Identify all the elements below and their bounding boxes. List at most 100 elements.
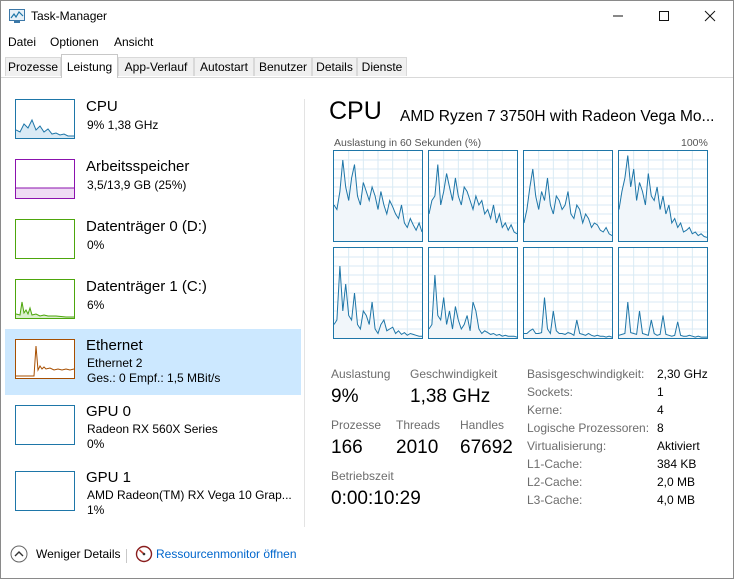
window-title: Task-Manager — [31, 9, 108, 23]
tab-benutzer[interactable]: Benutzer — [254, 57, 312, 76]
gpu0-mini-graph — [15, 405, 75, 445]
tab-app-verlauf[interactable]: App-Verlauf — [118, 57, 194, 76]
sidebar-title-ethernet: Ethernet — [86, 337, 143, 354]
fewer-details-link[interactable]: Weniger Details — [36, 547, 121, 561]
page-title: CPU — [329, 97, 382, 125]
sidebar-title-disk-0: Datenträger 0 (D:) — [86, 218, 207, 235]
detail-label-base-speed: Basisgeschwindigkeit: — [527, 367, 645, 381]
sidebar-ethernet-adapter: Ethernet 2 — [87, 356, 143, 370]
handles-value: 67692 — [460, 437, 513, 458]
title-bar: Task-Manager — [1, 1, 733, 31]
detail-value-l2-cache: 2,0 MB — [657, 475, 696, 489]
cpu-core-graph-2 — [523, 150, 613, 242]
sidebar-title-cpu: CPU — [86, 98, 118, 115]
cpu-core-line-1 — [429, 164, 517, 235]
graph-max-label: 100% — [681, 137, 708, 149]
betriebszeit-value: 0:00:10:29 — [331, 488, 421, 509]
tab-autostart[interactable]: Autostart — [194, 57, 254, 76]
sidebar-item-ethernet[interactable]: Ethernet Ethernet 2 Ges.: 0 Empf.: 1,5 M… — [5, 329, 301, 395]
close-button[interactable] — [687, 1, 733, 31]
menu-optionen[interactable]: Optionen — [50, 35, 99, 49]
menu-ansicht[interactable]: Ansicht — [114, 35, 154, 49]
detail-value-sockets: 1 — [657, 385, 664, 399]
sidebar-title-memory: Arbeitsspeicher — [86, 158, 190, 175]
cpu-core-graph-4 — [333, 247, 423, 339]
minimize-button[interactable] — [595, 1, 641, 31]
auslastung-value: 9% — [331, 386, 359, 407]
cpu-core-line-2 — [524, 168, 612, 237]
sidebar-divider — [304, 99, 305, 527]
sidebar-item-gpu-0[interactable]: GPU 0 Radeon RX 560X Series 0% — [5, 399, 301, 464]
footer: Weniger Details Ressourcenmonitor öffnen — [1, 541, 733, 571]
disk1-mini-graph — [15, 279, 75, 319]
menu-bar: Datei Optionen Ansicht — [1, 33, 733, 53]
detail-value-l3-cache: 4,0 MB — [657, 493, 696, 507]
prozesse-value: 166 — [331, 437, 363, 458]
sidebar-disk1-usage: 6% — [87, 298, 105, 312]
cpu-core-line-6 — [524, 297, 612, 338]
tab-dienste[interactable]: Dienste — [357, 57, 407, 76]
cpu-core-line-4 — [334, 265, 422, 337]
threads-label: Threads — [396, 418, 441, 432]
tab-leistung[interactable]: Leistung — [61, 54, 118, 78]
auslastung-label: Auslastung — [331, 367, 391, 381]
maximize-button[interactable] — [641, 1, 687, 31]
cpu-core-line-7 — [619, 301, 707, 338]
menu-datei[interactable]: Datei — [8, 35, 37, 49]
footer-separator — [126, 549, 127, 563]
sidebar-disk0-usage: 0% — [87, 238, 105, 252]
sidebar-item-disk-1[interactable]: Datenträger 1 (C:) 6% — [5, 273, 301, 338]
detail-value-l1-cache: 384 KB — [657, 457, 697, 471]
cpu-core-graph-6 — [523, 247, 613, 339]
threads-value: 2010 — [396, 437, 439, 458]
sidebar-item-memory[interactable]: Arbeitsspeicher 3,5/13,9 GB (25%) — [5, 153, 301, 218]
resource-monitor-icon[interactable] — [135, 545, 153, 568]
disk0-mini-graph — [15, 219, 75, 259]
detail-label-logical-processors: Logische Prozessoren: — [527, 421, 650, 435]
graph-caption: Auslastung in 60 Sekunden (%) — [334, 137, 482, 149]
betriebszeit-label: Betriebszeit — [331, 469, 394, 483]
cpu-core-line-3 — [619, 155, 707, 238]
fewer-details-chevron-icon[interactable] — [10, 545, 28, 568]
cpu-core-area-7 — [619, 302, 707, 338]
detail-label-l2-cache: L2-Cache: — [527, 475, 583, 489]
cpu-core-graph-7 — [618, 247, 708, 339]
geschwindigkeit-value: 1,38 GHz — [410, 386, 491, 407]
tab-details[interactable]: Details — [312, 57, 357, 76]
ethernet-mini-graph — [15, 339, 75, 379]
detail-value-base-speed: 2,30 GHz — [657, 367, 708, 381]
cpu-core-line-5 — [429, 274, 517, 338]
sidebar-item-cpu[interactable]: CPU 9% 1,38 GHz — [5, 93, 301, 158]
detail-label-virtualization: Virtualisierung: — [527, 439, 607, 453]
prozesse-label: Prozesse — [331, 418, 382, 432]
handles-label: Handles — [460, 418, 505, 432]
tab-prozesse[interactable]: Prozesse — [5, 57, 61, 76]
sidebar-gpu0-usage: 0% — [87, 437, 105, 451]
cpu-core-graph-3 — [618, 150, 708, 242]
detail-label-sockets: Sockets: — [527, 385, 574, 399]
resource-monitor-link[interactable]: Ressourcenmonitor öffnen — [156, 547, 297, 561]
cpu-core-graph-1 — [428, 150, 518, 242]
minimize-icon — [613, 15, 623, 17]
memory-mini-graph — [15, 159, 75, 199]
sidebar-gpu1-name: AMD Radeon(TM) RX Vega 10 Grap... — [87, 488, 292, 502]
processor-name: AMD Ryzen 7 3750H with Radeon Vega Mo... — [400, 108, 715, 125]
cpu-core-area-4 — [334, 266, 422, 338]
geschwindigkeit-label: Geschwindigkeit — [410, 367, 498, 381]
sidebar-item-disk-0[interactable]: Datenträger 0 (D:) 0% — [5, 213, 301, 278]
tab-bar: Prozesse Leistung App-Verlauf Autostart … — [1, 54, 733, 78]
cpu-mini-graph — [15, 99, 75, 139]
sidebar-ethernet-throughput: Ges.: 0 Empf.: 1,5 MBit/s — [87, 371, 221, 385]
gpu1-mini-graph — [15, 471, 75, 511]
detail-value-logical-processors: 8 — [657, 421, 664, 435]
sidebar-gpu0-name: Radeon RX 560X Series — [87, 422, 218, 436]
task-manager-app-icon — [9, 9, 25, 28]
sidebar-item-gpu-1[interactable]: GPU 1 AMD Radeon(TM) RX Vega 10 Grap... … — [5, 465, 301, 530]
detail-value-virtualization: Aktiviert — [657, 439, 700, 453]
cpu-core-graph-5 — [428, 247, 518, 339]
sidebar-cpu-usage: 9% 1,38 GHz — [87, 118, 159, 132]
cpu-core-line-0 — [334, 159, 422, 233]
sidebar-gpu1-usage: 1% — [87, 503, 105, 517]
sidebar-title-gpu-1: GPU 1 — [86, 469, 132, 486]
